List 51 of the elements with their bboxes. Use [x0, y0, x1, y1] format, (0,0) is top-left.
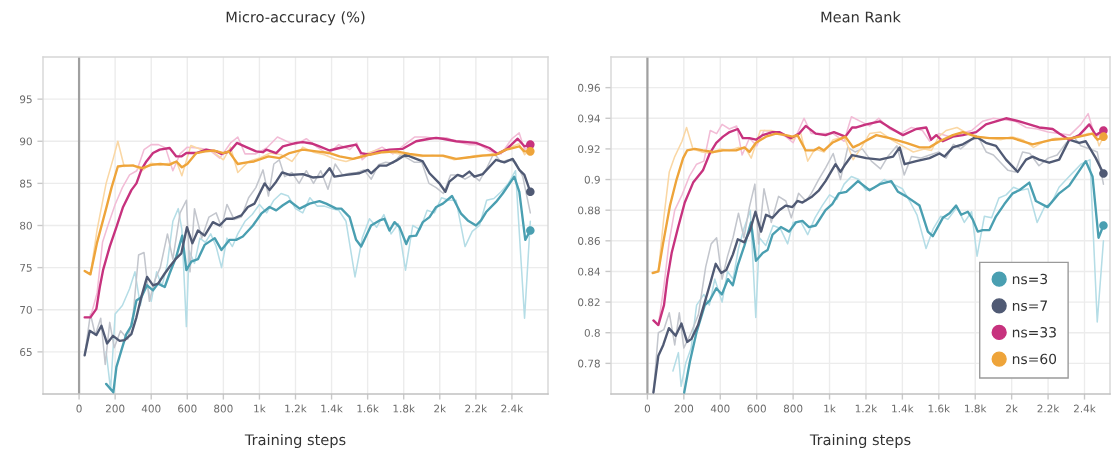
x-tick-label: 2.2k — [465, 404, 488, 413]
y-tick-label: 0.82 — [578, 298, 600, 307]
x-axis-title: Training steps — [809, 433, 911, 449]
y-tick-label: 85 — [20, 179, 32, 188]
x-tick-label: 400 — [710, 404, 730, 413]
x-tick-label: 2.4k — [1073, 404, 1096, 413]
x-tick-label: 1.4k — [892, 404, 914, 413]
y-tick-label: 0.94 — [578, 114, 600, 123]
y-tick-label: 0.78 — [578, 359, 600, 368]
x-tick-label: 0 — [76, 404, 82, 413]
x-tick-label: 600 — [747, 404, 766, 413]
y-tick-label: 0.84 — [578, 267, 600, 276]
y-tick-label: 0.92 — [578, 145, 600, 154]
y-tick-label: 0.88 — [578, 206, 600, 215]
legend-label: ns=3 — [1012, 273, 1048, 285]
x-tick-label: 1k — [824, 404, 836, 413]
y-tick-label: 0.96 — [578, 83, 600, 92]
y-tick-label: 90 — [19, 137, 32, 146]
x-tick-label: 1.2k — [285, 404, 307, 413]
y-tick-label: 0.8 — [584, 328, 600, 337]
x-tick-label: 1.2k — [855, 404, 878, 413]
legend-label: ns=33 — [1012, 327, 1056, 338]
x-tick-label: 1.6k — [928, 404, 951, 413]
y-tick-label: 95 — [19, 95, 32, 104]
y-tick-label: 65 — [20, 348, 32, 356]
x-tick-label: 0 — [644, 404, 651, 413]
x-tick-label: 400 — [141, 404, 161, 413]
x-axis-title: Training steps — [244, 433, 346, 449]
x-tick-label: 1.4k — [321, 404, 343, 413]
x-tick-label: 600 — [178, 404, 197, 413]
y-tick-label: 70 — [20, 305, 32, 314]
x-tick-label: 1k — [254, 404, 266, 413]
y-tick-label: 75 — [20, 263, 32, 272]
y-tick-label: 0.86 — [578, 237, 600, 245]
legend-label: ns=60 — [1012, 353, 1057, 365]
x-tick-label: 2.2k — [1037, 404, 1060, 413]
x-tick-label: 2k — [1006, 404, 1018, 413]
legend-label: ns=7 — [1012, 300, 1047, 311]
x-tick-label: 2.4k — [501, 404, 524, 413]
y-tick-label: 0.9 — [584, 175, 600, 184]
chart-title: Micro-accuracy (%) — [226, 11, 365, 26]
y-tick-label: 80 — [20, 221, 32, 230]
x-tick-label: 1.8k — [965, 404, 987, 413]
x-tick-label: 2k — [434, 404, 447, 413]
x-tick-label: 200 — [105, 404, 125, 413]
x-tick-label: 1.8k — [393, 404, 415, 413]
x-tick-label: 200 — [674, 404, 694, 413]
x-tick-label: 1.6k — [357, 404, 379, 413]
x-tick-label: 800 — [783, 404, 803, 413]
x-tick-label: 800 — [214, 404, 233, 413]
chart-title: Mean Rank — [821, 11, 901, 23]
